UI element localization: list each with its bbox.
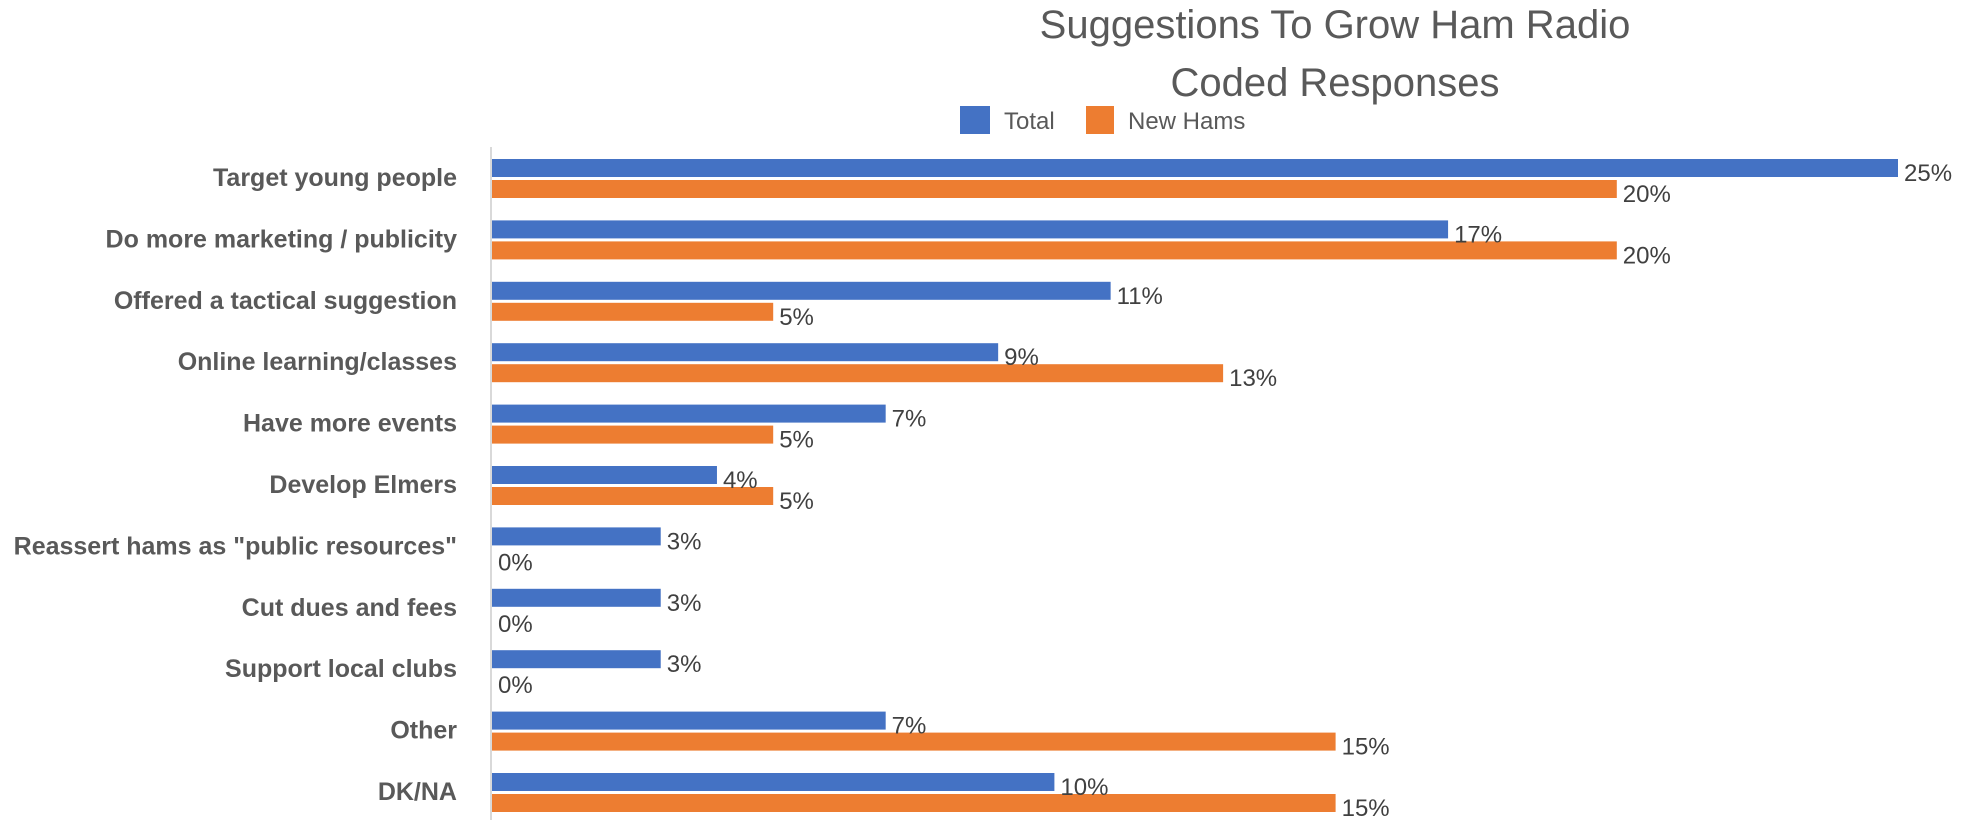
category-label-do-more-marketing-publicity: Do more marketing / publicity bbox=[106, 225, 458, 253]
category-label-have-more-events: Have more events bbox=[243, 410, 457, 438]
bar-new-hams-online-learning-classes bbox=[492, 364, 1224, 383]
category-label-offered-a-tactical-suggestion: Offered a tactical suggestion bbox=[114, 287, 457, 315]
data-label-new-hams-support-local-clubs: 0% bbox=[498, 672, 533, 699]
chart-subtitle: Coded Responses bbox=[1170, 61, 1499, 105]
bar-new-hams-do-more-marketing-publicity bbox=[492, 241, 1617, 260]
data-label-new-hams-offered-a-tactical-suggestion: 5% bbox=[779, 304, 814, 331]
bar-new-hams-other bbox=[492, 732, 1336, 751]
data-label-total-cut-dues-and-fees: 3% bbox=[667, 590, 702, 617]
category-label-target-young-people: Target young people bbox=[213, 164, 457, 192]
bar-total-online-learning-classes bbox=[492, 343, 999, 362]
legend-swatch-total bbox=[960, 106, 990, 134]
legend-swatch-new-hams bbox=[1086, 106, 1114, 134]
data-label-new-hams-other: 15% bbox=[1342, 734, 1390, 761]
data-label-total-online-learning-classes: 9% bbox=[1004, 344, 1039, 371]
category-label-online-learning-classes: Online learning/classes bbox=[178, 348, 457, 376]
bar-new-hams-offered-a-tactical-suggestion bbox=[492, 302, 774, 321]
data-labels: 25% 20% 17% 20% 11% 5% 9% 13% 7% 5% 4% 5% 3% 0% 3% 0% 3%… bbox=[498, 160, 1952, 820]
bar-total-have-more-events bbox=[492, 404, 886, 423]
bar-total-other bbox=[492, 711, 886, 730]
data-label-total-support-local-clubs: 3% bbox=[667, 651, 702, 678]
bar-new-hams-dk-na bbox=[492, 794, 1336, 812]
bar-total-cut-dues-and-fees bbox=[492, 588, 661, 607]
category-label-develop-elmers: Develop Elmers bbox=[269, 471, 457, 499]
category-label-cut-dues-and-fees: Cut dues and fees bbox=[242, 594, 457, 622]
data-label-new-hams-target-young-people: 20% bbox=[1623, 181, 1671, 208]
data-label-new-hams-cut-dues-and-fees: 0% bbox=[498, 611, 533, 638]
data-label-total-target-young-people: 25% bbox=[1904, 160, 1952, 187]
data-label-new-hams-have-more-events: 5% bbox=[779, 427, 814, 454]
data-label-total-other: 7% bbox=[892, 713, 927, 740]
data-label-total-reassert-hams-as-public-resources: 3% bbox=[667, 528, 702, 555]
data-label-total-develop-elmers: 4% bbox=[723, 467, 758, 494]
bar-total-develop-elmers bbox=[492, 466, 717, 484]
data-label-total-dk-na: 10% bbox=[1060, 774, 1108, 801]
bar-total-reassert-hams-as-public-resources bbox=[492, 527, 661, 546]
bar-new-hams-develop-elmers bbox=[492, 487, 774, 505]
legend-label-total: Total bbox=[1004, 108, 1055, 135]
legend-label-new-hams: New Hams bbox=[1128, 108, 1245, 135]
category-label-other: Other bbox=[390, 717, 457, 745]
bar-new-hams-target-young-people bbox=[492, 180, 1617, 198]
bar-total-offered-a-tactical-suggestion bbox=[492, 281, 1111, 300]
data-label-new-hams-do-more-marketing-publicity: 20% bbox=[1623, 242, 1671, 269]
legend: Total New Hams bbox=[960, 106, 1245, 135]
category-label-support-local-clubs: Support local clubs bbox=[225, 655, 457, 683]
data-label-new-hams-reassert-hams-as-public-resources: 0% bbox=[498, 549, 533, 576]
category-label-dk-na: DK/NA bbox=[378, 778, 457, 806]
bar-new-hams-have-more-events bbox=[492, 425, 774, 444]
bar-total-target-young-people bbox=[492, 159, 1898, 177]
data-label-new-hams-online-learning-classes: 13% bbox=[1229, 365, 1277, 392]
bar-total-do-more-marketing-publicity bbox=[492, 220, 1449, 239]
bar-total-support-local-clubs bbox=[492, 650, 661, 669]
category-label-reassert-hams-as-public-resources: Reassert hams as "public resources" bbox=[14, 532, 457, 560]
category-labels: Target young people Do more marketing / p… bbox=[14, 164, 458, 806]
data-label-new-hams-develop-elmers: 5% bbox=[779, 488, 814, 515]
data-label-total-offered-a-tactical-suggestion: 11% bbox=[1117, 283, 1163, 310]
data-label-total-do-more-marketing-publicity: 17% bbox=[1454, 221, 1502, 248]
data-label-new-hams-dk-na: 15% bbox=[1342, 795, 1390, 820]
bars bbox=[492, 159, 1898, 812]
bar-total-dk-na bbox=[492, 773, 1055, 791]
chart-title: Suggestions To Grow Ham Radio bbox=[1040, 3, 1631, 47]
data-label-total-have-more-events: 7% bbox=[892, 406, 927, 433]
